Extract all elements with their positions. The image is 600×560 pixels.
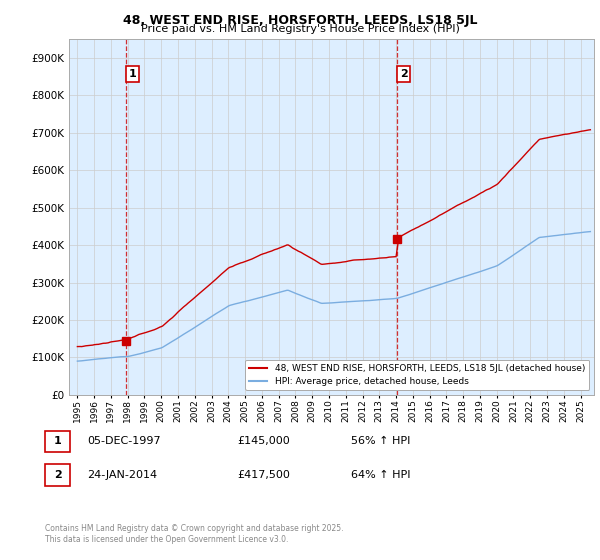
Text: 05-DEC-1997: 05-DEC-1997 xyxy=(87,436,161,446)
Text: 2: 2 xyxy=(54,470,61,480)
Text: 1: 1 xyxy=(129,69,137,79)
Text: 48, WEST END RISE, HORSFORTH, LEEDS, LS18 5JL: 48, WEST END RISE, HORSFORTH, LEEDS, LS1… xyxy=(123,14,477,27)
Text: 2: 2 xyxy=(400,69,407,79)
Text: 1: 1 xyxy=(54,436,61,446)
Text: £145,000: £145,000 xyxy=(237,436,290,446)
Text: Contains HM Land Registry data © Crown copyright and database right 2025.: Contains HM Land Registry data © Crown c… xyxy=(45,524,343,533)
Text: 64% ↑ HPI: 64% ↑ HPI xyxy=(351,470,410,480)
Text: 24-JAN-2014: 24-JAN-2014 xyxy=(87,470,157,480)
Text: 56% ↑ HPI: 56% ↑ HPI xyxy=(351,436,410,446)
Text: Price paid vs. HM Land Registry's House Price Index (HPI): Price paid vs. HM Land Registry's House … xyxy=(140,24,460,34)
Text: This data is licensed under the Open Government Licence v3.0.: This data is licensed under the Open Gov… xyxy=(45,535,289,544)
Text: £417,500: £417,500 xyxy=(237,470,290,480)
Legend: 48, WEST END RISE, HORSFORTH, LEEDS, LS18 5JL (detached house), HPI: Average pri: 48, WEST END RISE, HORSFORTH, LEEDS, LS1… xyxy=(245,360,589,390)
